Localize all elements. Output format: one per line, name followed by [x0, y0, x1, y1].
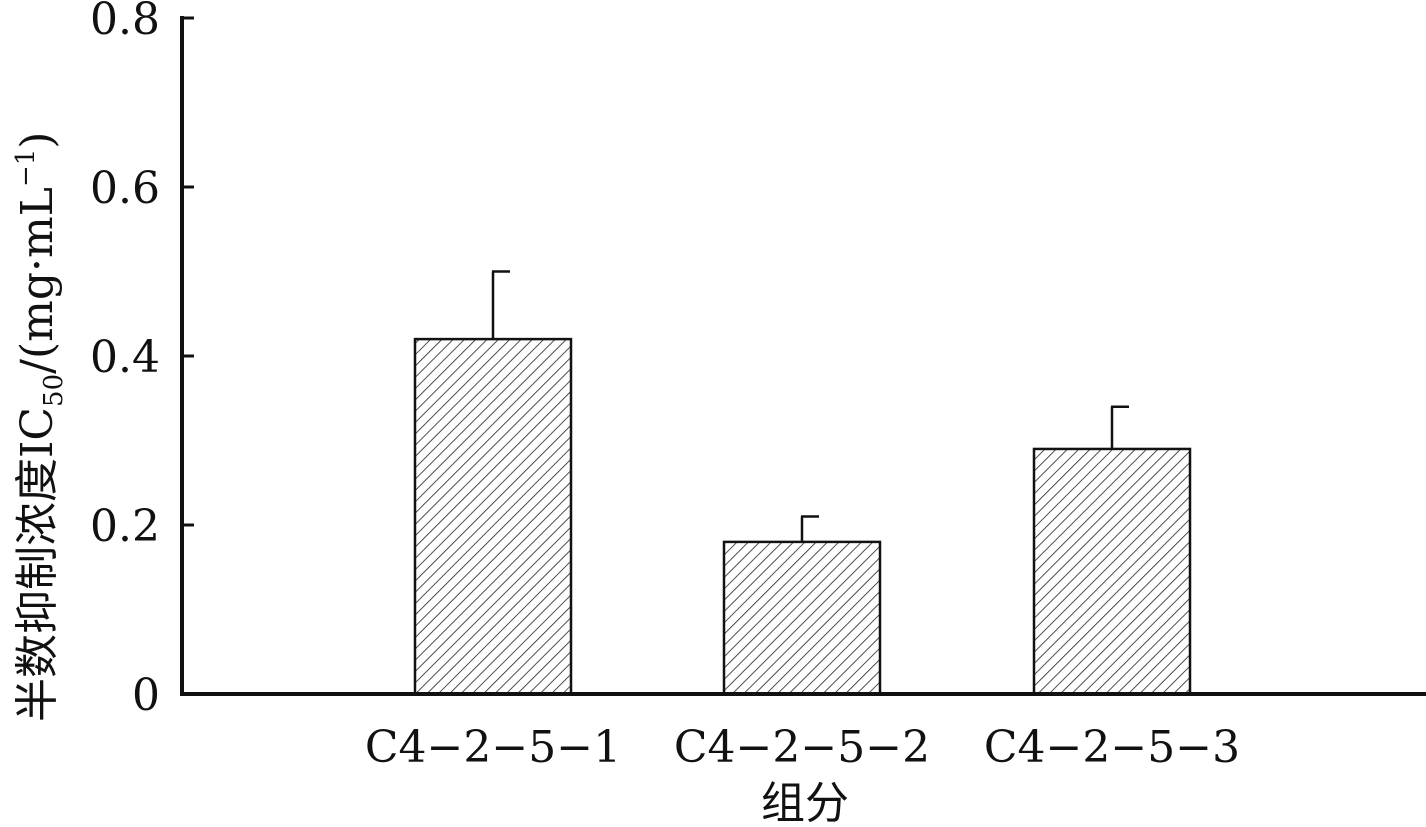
y-tick-label: 0.6 — [90, 163, 160, 214]
y-axis-title: 半数抑制浓度IC50/(mg·mL−1) — [11, 132, 69, 722]
x-axis-tick-labels: C4−2−5−1 C4−2−5−2 C4−2−5−3 — [365, 722, 1240, 773]
bars-group — [413, 270, 1192, 696]
y-tick-label: 0.8 — [90, 0, 160, 45]
x-tick-label: C4−2−5−1 — [365, 722, 621, 773]
y-axis-title-superscript: −1 — [11, 149, 41, 187]
y-tick-label: 0.2 — [90, 501, 160, 552]
bar — [1032, 447, 1192, 696]
y-axis-title-subscript: 50 — [39, 374, 69, 407]
bar — [413, 337, 573, 696]
y-axis-title-unit: /(mg·mL — [12, 187, 63, 374]
x-tick-label: C4−2−5−2 — [674, 722, 930, 773]
x-tick-label: C4−2−5−3 — [984, 722, 1240, 773]
x-axis-title: 组分 — [761, 778, 849, 827]
y-axis-title-main: 半数抑制浓度IC — [12, 407, 63, 722]
y-axis-ticks: 0 0.2 0.4 0.6 0.8 — [90, 0, 194, 721]
y-axis-title-close: ) — [12, 132, 63, 149]
bar — [722, 540, 882, 696]
y-tick-label: 0 — [132, 670, 160, 721]
y-tick-label: 0.4 — [90, 332, 160, 383]
